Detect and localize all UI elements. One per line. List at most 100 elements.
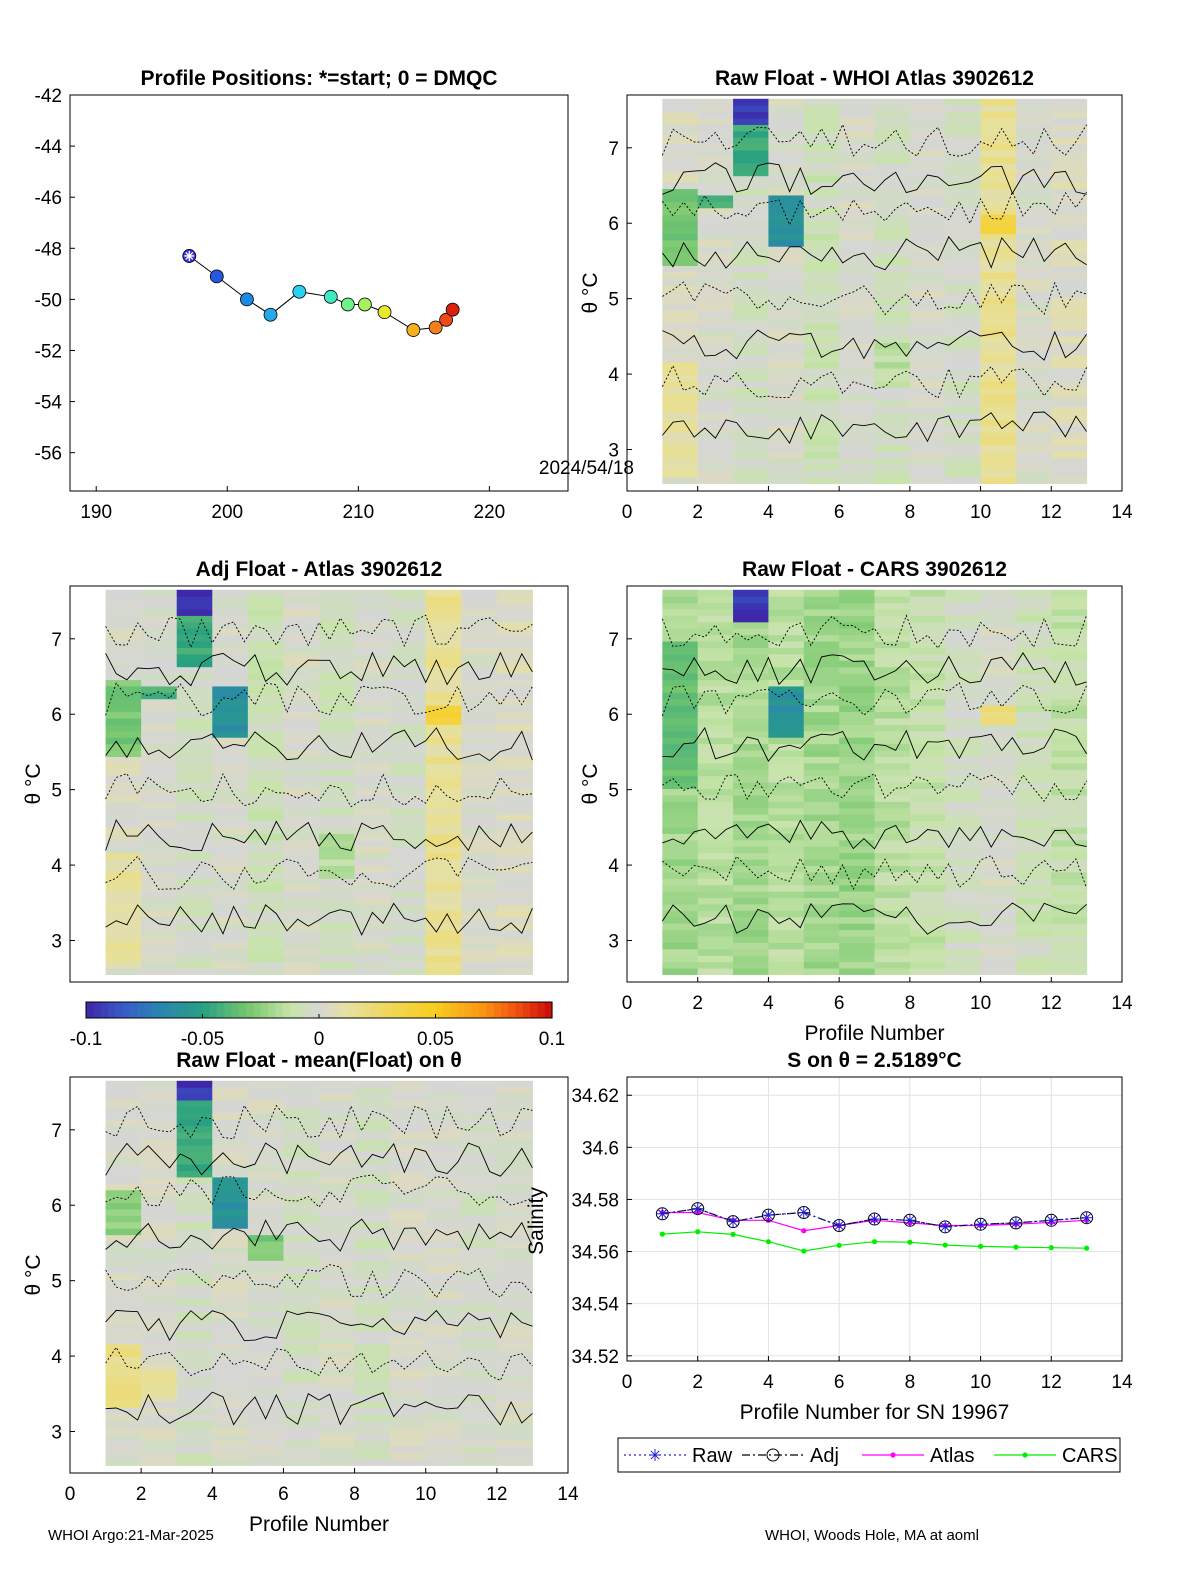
heatmap-cell <box>662 393 699 401</box>
heatmap-cell <box>283 698 320 706</box>
heatmap-cell <box>768 923 805 931</box>
heatmap-cell <box>768 794 805 802</box>
heatmap-cell <box>354 1324 391 1332</box>
heatmap-cell <box>319 1209 356 1216</box>
heatmap-cell <box>662 923 699 931</box>
heatmap-cell <box>874 137 911 145</box>
heatmap-cell <box>839 942 875 950</box>
heatmap-cell <box>874 419 911 427</box>
heatmap-cell <box>212 1189 249 1197</box>
heatmap-cell <box>176 865 213 873</box>
heatmap-cell <box>803 903 840 911</box>
heatmap-cell <box>247 1112 284 1120</box>
heatmap-cell <box>176 1241 213 1248</box>
heatmap-cell <box>803 207 840 215</box>
y-tick-label: 6 <box>51 1196 62 1217</box>
heatmap-cell <box>874 705 911 713</box>
heatmap-cell <box>733 303 769 311</box>
heatmap-cell <box>768 782 805 790</box>
legend-marker <box>1022 1452 1028 1458</box>
heatmap-cell <box>1051 316 1088 324</box>
heatmap-cell <box>212 1234 249 1242</box>
heatmap-cell <box>945 374 982 382</box>
heatmap-cell <box>909 252 946 260</box>
heatmap-cell <box>662 457 699 465</box>
heatmap-cell <box>354 705 391 713</box>
heatmap-cell <box>697 884 734 892</box>
heatmap-cell <box>1015 220 1052 228</box>
heatmap-cell <box>425 814 462 822</box>
heatmap-cell <box>247 647 284 655</box>
heatmap-cell <box>874 387 911 395</box>
heatmap-cell <box>839 673 875 681</box>
heatmap-cell <box>496 865 533 873</box>
heatmap-cell <box>212 859 249 866</box>
heatmap-cell <box>803 891 840 899</box>
heatmap-cell <box>803 814 840 822</box>
heatmap-cell <box>697 724 734 732</box>
x-axis-label: Profile Number <box>249 1513 389 1536</box>
panel-title: S on θ = 2.5189°C <box>787 1049 961 1072</box>
heatmap-cell <box>425 1394 462 1402</box>
heatmap-cell <box>176 955 213 963</box>
heatmap-cell <box>461 1330 498 1338</box>
heatmap-cell <box>105 685 142 693</box>
heatmap-cell <box>496 1183 533 1191</box>
heatmap-cell <box>461 903 498 911</box>
heatmap-cell <box>874 884 911 892</box>
heatmap-cell <box>425 1350 462 1357</box>
heatmap-cell <box>839 685 875 693</box>
heatmap-cell <box>283 1394 320 1402</box>
heatmap-cell <box>354 685 391 693</box>
heatmap-cell <box>354 942 391 950</box>
x-tick-label: 6 <box>834 502 845 523</box>
y-tick-label: -48 <box>35 239 62 260</box>
heatmap-cell <box>141 1426 178 1434</box>
heatmap-cell <box>141 814 178 822</box>
x-tick-label: 4 <box>763 502 774 523</box>
heatmap-cell <box>354 884 391 892</box>
heatmap-cell <box>909 852 946 860</box>
heatmap-cell <box>945 175 982 183</box>
heatmap-cell <box>496 935 533 943</box>
x-tick-label: 4 <box>763 993 774 1014</box>
heatmap-cell <box>496 1087 533 1095</box>
heatmap-cell <box>461 1311 498 1319</box>
y-tick-label: 7 <box>51 630 62 651</box>
heatmap-cell <box>141 615 178 623</box>
heatmap-cell <box>909 897 946 905</box>
heatmap-cell <box>909 923 946 931</box>
heatmap-cell <box>141 1144 178 1152</box>
heatmap-cell <box>496 942 533 950</box>
heatmap-cell <box>319 852 356 860</box>
heatmap-cell <box>768 839 805 847</box>
heatmap-cell <box>697 737 734 745</box>
heatmap-cell <box>247 1202 284 1210</box>
heatmap-cell <box>1051 118 1088 125</box>
heatmap-cell <box>319 1401 356 1409</box>
heatmap-cell <box>425 1298 462 1306</box>
heatmap-cell <box>662 342 699 350</box>
heatmap-cell <box>874 98 911 106</box>
heatmap-cell <box>461 1317 498 1325</box>
heatmap-cell <box>980 897 1017 905</box>
heatmap-cell <box>768 814 805 822</box>
heatmap-cell <box>283 916 320 924</box>
heatmap-cell <box>247 852 284 860</box>
heatmap-cell <box>283 1260 320 1268</box>
heatmap-cell <box>247 929 284 937</box>
heatmap-cell <box>945 814 982 822</box>
heatmap-cell <box>1051 169 1088 177</box>
heatmap-cell <box>319 826 356 834</box>
heatmap-cell <box>662 653 699 661</box>
heatmap-cell <box>1015 788 1052 796</box>
heatmap-cell <box>141 756 178 764</box>
heatmap-cell <box>945 897 982 905</box>
heatmap-cell <box>874 368 911 375</box>
heatmap-cell <box>425 756 462 764</box>
heatmap-cell <box>319 1202 356 1210</box>
heatmap-cell <box>496 628 533 636</box>
heatmap-cell <box>1051 801 1088 809</box>
heatmap-cell <box>247 1401 284 1409</box>
heatmap-cell <box>945 903 982 911</box>
